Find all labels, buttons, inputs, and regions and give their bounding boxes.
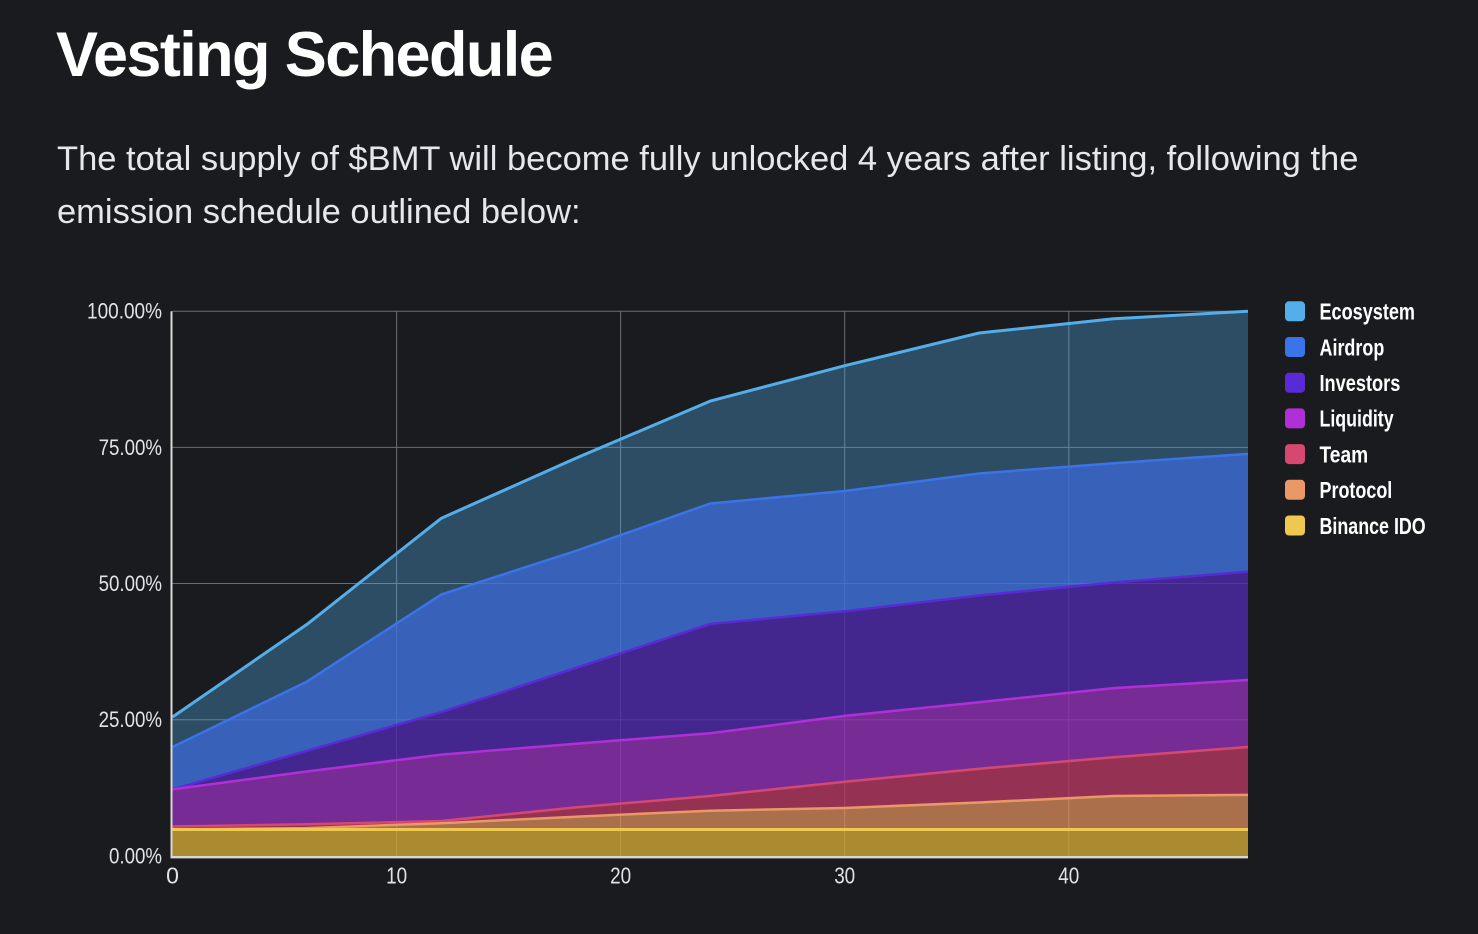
svg-text:40: 40 bbox=[1058, 863, 1079, 889]
svg-text:100.00%: 100.00% bbox=[87, 299, 162, 324]
svg-text:Team: Team bbox=[1320, 441, 1369, 467]
svg-text:Liquidity: Liquidity bbox=[1320, 406, 1394, 432]
svg-text:75.00%: 75.00% bbox=[99, 435, 162, 460]
svg-text:0: 0 bbox=[166, 863, 179, 889]
svg-text:10: 10 bbox=[386, 863, 407, 889]
svg-text:Ecosystem: Ecosystem bbox=[1320, 299, 1416, 325]
svg-text:20: 20 bbox=[610, 863, 631, 889]
svg-text:Binance IDO: Binance IDO bbox=[1320, 513, 1426, 539]
svg-text:Investors: Investors bbox=[1320, 370, 1401, 396]
svg-text:30: 30 bbox=[834, 863, 855, 889]
svg-text:Protocol: Protocol bbox=[1320, 477, 1393, 503]
svg-text:0.00%: 0.00% bbox=[109, 843, 162, 868]
svg-text:Airdrop: Airdrop bbox=[1320, 334, 1385, 360]
svg-text:25.00%: 25.00% bbox=[99, 707, 162, 732]
svg-text:50.00%: 50.00% bbox=[99, 571, 162, 596]
